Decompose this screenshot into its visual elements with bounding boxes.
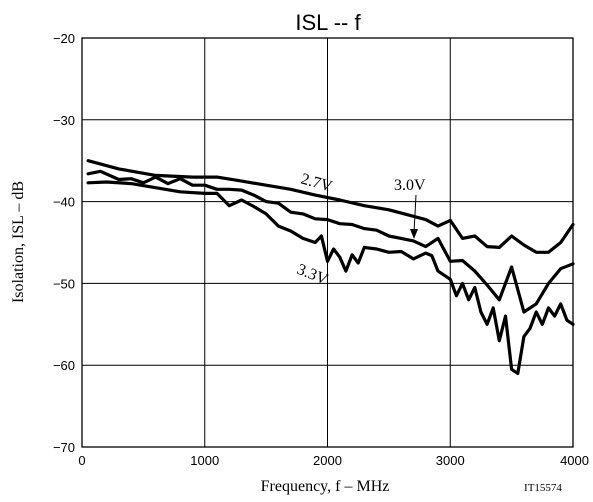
series-line-2-7v: [86, 159, 575, 254]
y-tick-label: −30: [53, 113, 75, 128]
label-3-3v: 3.3V: [295, 261, 331, 289]
y-tick-labels: −20 −30 −40 −50 −60 −70: [53, 31, 75, 455]
y-tick-label: −50: [53, 276, 75, 291]
label-3-0v-arrow: [410, 194, 418, 239]
figure-code: IT15574: [524, 482, 562, 494]
x-tick-label: 2000: [313, 453, 342, 468]
y-tick-label: −70: [53, 440, 75, 455]
y-tick-label: −40: [53, 195, 75, 210]
series-layer: [86, 159, 575, 375]
y-tick-label: −20: [53, 31, 75, 46]
x-tick-label: 1000: [190, 453, 219, 468]
x-axis-label: Frequency, f – MHz: [261, 478, 390, 495]
grid-lines: [82, 38, 573, 447]
x-tick-label: 3000: [436, 453, 465, 468]
x-tick-labels: 0 1000 2000 3000 4000: [78, 453, 589, 468]
plot-frame: [81, 37, 574, 448]
y-tick-label: −60: [53, 358, 75, 373]
series-line-3-3v: [86, 180, 575, 375]
series-line-3-0v: [86, 169, 575, 314]
label-3-0v: 3.0V: [394, 177, 426, 194]
chart-title: ISL -- f: [295, 10, 361, 35]
x-tick-label: 0: [78, 453, 85, 468]
x-tick-label: 4000: [560, 453, 589, 468]
y-axis-label: Isolation, ISL – dB: [10, 181, 27, 303]
